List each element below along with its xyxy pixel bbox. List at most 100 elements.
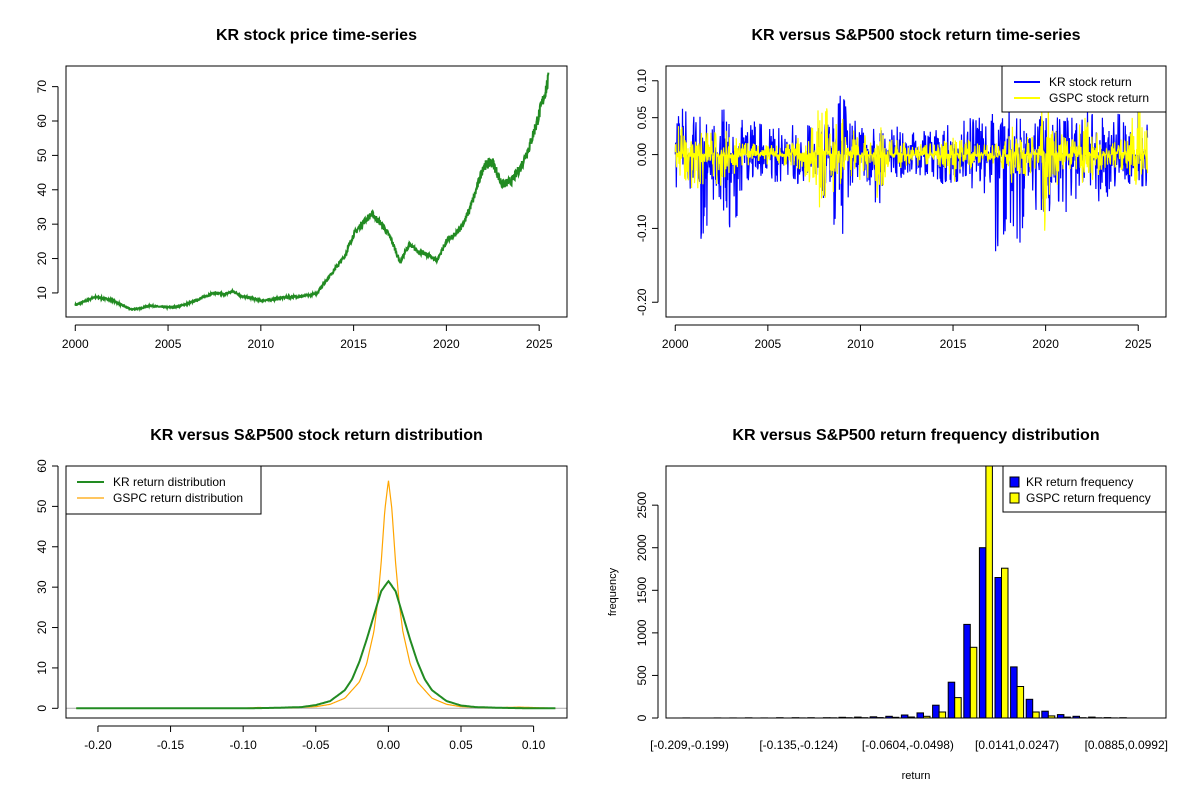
x-tick-label: 2020 <box>433 337 460 351</box>
y-tick-label: 0.05 <box>635 106 649 130</box>
y-tick-label: 2000 <box>635 534 649 561</box>
bar-gspc <box>969 646 978 718</box>
bar-kr <box>947 681 956 718</box>
bar-gspc <box>1001 567 1009 718</box>
y-tick-label: 30 <box>35 217 49 231</box>
x-tick-label: 0.05 <box>449 738 473 752</box>
series-line-gspc-return <box>674 100 1149 231</box>
x-tick-label: 2000 <box>62 337 89 351</box>
y-tick-label: 60 <box>35 114 49 128</box>
x-tick-label: 2000 <box>662 337 689 351</box>
density-chart: -0.20 -0.15 -0.10 -0.05 0.00 0.05 0.10 0 10 20 30 4… <box>35 427 568 752</box>
legend-swatch <box>1009 476 1020 488</box>
y-tick-label: 10 <box>35 286 49 300</box>
bar-gspc <box>1032 711 1040 718</box>
x-tick-label: 2010 <box>847 337 874 351</box>
x-tick-label: -0.20 <box>84 738 112 752</box>
y-tick-label: 0.10 <box>635 69 649 93</box>
bar-kr <box>963 623 971 718</box>
x-tick-label: [0.0885,0.0992] <box>1085 738 1168 752</box>
frequency-chart: 0 500 1000 1500 2000 2500 [-0.209,-0.199) [-0.1… <box>607 427 1168 782</box>
legend-box <box>1001 65 1167 113</box>
x-tick-label: 0.00 <box>377 738 401 752</box>
x-tick-label: 2010 <box>247 337 274 351</box>
legend-label: GSPC return frequency <box>1026 491 1151 505</box>
x-tick-label: -0.05 <box>302 738 330 752</box>
x-tick-label: [0.0141,0.0247) <box>975 738 1059 752</box>
chart-title: KR versus S&P500 stock return distributi… <box>150 427 483 444</box>
bar-gspc <box>1047 715 1056 718</box>
legend-label: KR return frequency <box>1026 475 1133 489</box>
x-tick-label: 2025 <box>526 337 553 351</box>
bar-kr <box>1010 666 1018 718</box>
bar-gspc <box>1016 686 1025 718</box>
legend-label: KR stock return <box>1049 75 1132 89</box>
y-tick-label: 500 <box>635 665 649 685</box>
y-tick-label: 1000 <box>635 619 649 646</box>
x-tick-label: 2020 <box>1032 337 1059 351</box>
y-tick-label: 70 <box>35 80 49 94</box>
y-tick-label: 40 <box>35 183 49 197</box>
bar-kr <box>1041 710 1049 718</box>
x-tick-label: [-0.209,-0.199) <box>650 738 729 752</box>
plot-frame <box>665 465 1167 719</box>
y-tick-label: 50 <box>35 148 49 162</box>
chart-title: KR versus S&P500 return frequency distri… <box>732 427 1099 444</box>
series-line-kr-price <box>74 72 550 312</box>
legend: KR return frequency GSPC return frequency <box>1002 465 1167 513</box>
y-tick-label: 20 <box>35 621 49 635</box>
y-tick-label: 0 <box>635 714 649 721</box>
bar-gspc <box>985 466 993 718</box>
plot-frame <box>65 465 568 719</box>
x-tick-label: 2025 <box>1125 337 1152 351</box>
bar-kr <box>916 712 924 718</box>
bar-kr <box>994 577 1002 718</box>
legend-swatch <box>1009 492 1020 504</box>
y-tick-label: 2500 <box>635 491 649 518</box>
plot-frame <box>665 65 1167 318</box>
series-line-kr-density <box>76 579 556 710</box>
x-tick-label: 2005 <box>755 337 782 351</box>
x-tick-label: [-0.135,-0.124) <box>759 738 838 752</box>
series-line-kr-return <box>674 95 1149 252</box>
x-tick-label: 2005 <box>155 337 182 351</box>
y-tick-label: 40 <box>35 540 49 554</box>
y-tick-label: 0.00 <box>635 143 649 167</box>
x-tick-label: -0.10 <box>229 738 257 752</box>
legend-box <box>65 465 262 515</box>
chart-title: KR versus S&P500 stock return time-serie… <box>751 27 1080 44</box>
y-tick-label: 50 <box>35 499 49 513</box>
price-chart: 2000 2005 2010 2015 2020 2025 10 20 30 40 50 60 70 KR… <box>35 27 568 351</box>
legend-label: KR return distribution <box>113 475 226 489</box>
bar-kr <box>978 547 987 718</box>
series-line-gspc-density <box>76 480 556 709</box>
legend-label: GSPC return distribution <box>113 491 243 505</box>
legend: KR stock return GSPC stock return <box>1001 65 1167 113</box>
returns-chart: 2000 2005 2010 2015 2020 2025 -0.20 -0.10 0.00 0.… <box>635 27 1167 351</box>
plot-frame <box>65 65 568 318</box>
y-tick-label: 0 <box>35 705 49 712</box>
bar-kr <box>1025 698 1034 718</box>
y-tick-label: 10 <box>35 661 49 675</box>
bar-gspc <box>954 697 962 718</box>
y-tick-label: 30 <box>35 580 49 594</box>
x-tick-label: [-0.0604,-0.0498) <box>862 738 954 752</box>
bar-gspc <box>938 711 947 718</box>
x-tick-label: 2015 <box>340 337 367 351</box>
x-tick-label: 2015 <box>940 337 967 351</box>
legend-box <box>1002 465 1167 513</box>
y-tick-label: 20 <box>35 252 49 266</box>
chart-title: KR stock price time-series <box>216 27 417 44</box>
bar-kr <box>1056 714 1065 718</box>
y-tick-label: 1500 <box>635 577 649 604</box>
bars <box>682 466 1127 718</box>
x-tick-label: -0.15 <box>157 738 185 752</box>
x-tick-label: 0.10 <box>522 738 546 752</box>
bar-kr <box>932 704 940 718</box>
y-tick-label: 60 <box>35 459 49 473</box>
y-axis-title: frequency <box>607 567 619 616</box>
y-tick-label: -0.20 <box>635 288 649 316</box>
legend: KR return distribution GSPC return distri… <box>65 465 262 515</box>
legend-label: GSPC stock return <box>1049 91 1149 105</box>
